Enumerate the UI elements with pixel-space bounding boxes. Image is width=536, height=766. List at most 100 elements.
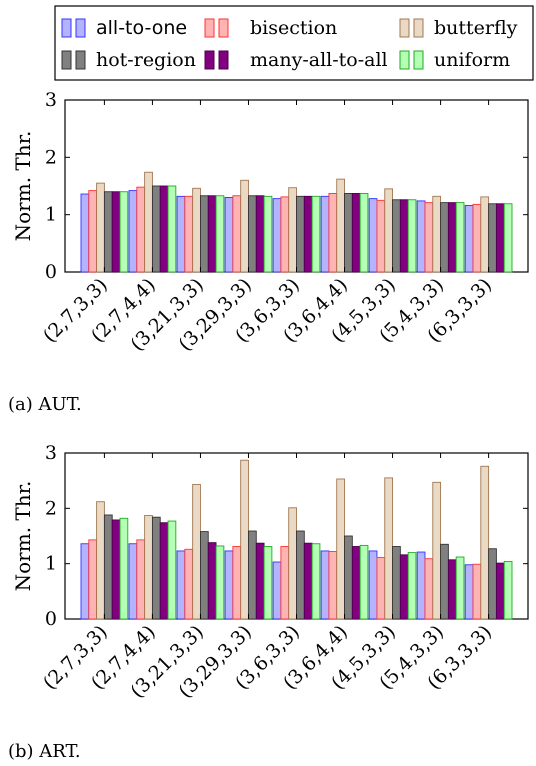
bar-all-to-one-(3,29,3,3) (224, 197, 234, 273)
legend-swatch (75, 18, 86, 38)
y-tick-label: 1 (45, 553, 57, 575)
bar-many-all-to-all-(6,3,3,3) (495, 203, 505, 273)
bar-hot-region-(3,6,3,3) (296, 195, 305, 273)
legend-swatch (399, 50, 410, 70)
bar-all-to-one-(2,7,3,3) (80, 193, 90, 273)
bar-bisection-(2,7,3,3) (88, 190, 98, 273)
bar-butterfly-(2,7,4,4) (144, 171, 153, 273)
bar-all-to-one-(3,6,3,3) (272, 561, 282, 620)
legend-swatch (61, 18, 72, 38)
bar-uniform-(5,4,3,3) (455, 202, 465, 273)
bar-uniform-(3,29,3,3) (263, 546, 273, 620)
legend-entry-butterfly: butterfly (399, 17, 518, 39)
bar-bisection-(3,6,3,3) (280, 546, 290, 620)
bar-uniform-(3,21,3,3) (215, 195, 225, 273)
legend-swatch (218, 50, 229, 70)
legend-swatch (413, 50, 424, 70)
figure-caption: (b) ART. (8, 741, 81, 762)
bar-uniform-(4,5,3,3) (407, 552, 417, 620)
bar-bisection-(3,21,3,3) (184, 195, 194, 273)
bar-many-all-to-all-(3,6,3,3) (303, 542, 313, 620)
bar-butterfly-(5,4,3,3) (432, 195, 442, 273)
bar-uniform-(2,7,4,4) (167, 185, 177, 273)
bar-butterfly-(2,7,4,4) (144, 515, 153, 620)
legend-label: bisection (250, 17, 337, 39)
bar-all-to-one-(2,7,4,4) (128, 190, 138, 273)
legend-label: all-to-one (96, 17, 187, 39)
bar-hot-region-(3,21,3,3) (199, 531, 209, 620)
bar-butterfly-(3,29,3,3) (240, 459, 249, 620)
bar-bisection-(2,7,4,4) (136, 186, 146, 273)
bar-all-to-one-(4,5,3,3) (368, 550, 378, 620)
bar-all-to-one-(3,29,3,3) (224, 550, 234, 620)
bar-many-all-to-all-(3,29,3,3) (255, 195, 265, 273)
bar-butterfly-(3,6,3,3) (288, 507, 297, 620)
legend-entry-many-all-to-all: many-all-to-all (204, 49, 388, 71)
bar-many-all-to-all-(3,6,4,4) (351, 193, 361, 273)
bar-uniform-(3,6,3,3) (311, 543, 321, 620)
bar-uniform-(3,6,4,4) (359, 193, 369, 273)
bar-many-all-to-all-(2,7,3,3) (111, 519, 121, 620)
bar-bisection-(3,21,3,3) (184, 548, 194, 620)
bar-uniform-(3,6,4,4) (359, 544, 369, 620)
bar-many-all-to-all-(4,5,3,3) (399, 199, 409, 273)
bar-many-all-to-all-(4,5,3,3) (399, 554, 409, 620)
figure-caption: (a) AUT. (8, 394, 82, 415)
bar-bisection-(3,6,3,3) (280, 196, 290, 273)
bar-butterfly-(3,6,3,3) (288, 187, 297, 273)
bar-hot-region-(6,3,3,3) (488, 203, 497, 273)
bar-butterfly-(3,29,3,3) (240, 179, 249, 273)
legend-frame (54, 5, 534, 81)
bar-all-to-one-(2,7,3,3) (80, 543, 90, 620)
legend-swatch (75, 50, 86, 70)
bar-bisection-(3,29,3,3) (232, 195, 242, 273)
bar-uniform-(3,21,3,3) (215, 545, 225, 620)
y-tick-label: 1 (45, 204, 57, 226)
y-axis-label: Norm. Thr. (11, 481, 35, 592)
legend-swatch (204, 18, 215, 38)
y-tick-label: 3 (45, 89, 57, 111)
bar-many-all-to-all-(5,4,3,3) (447, 559, 457, 620)
bar-many-all-to-all-(3,21,3,3) (207, 195, 217, 273)
bar-all-to-one-(3,6,4,4) (320, 550, 330, 620)
bar-bisection-(3,6,4,4) (328, 551, 338, 620)
bar-butterfly-(6,3,3,3) (480, 196, 490, 273)
bar-all-to-one-(2,7,4,4) (128, 543, 138, 620)
bar-butterfly-(3,21,3,3) (192, 484, 201, 620)
legend-entry-bisection: bisection (204, 17, 337, 39)
legend-swatch (413, 18, 424, 38)
bar-all-to-one-(6,3,3,3) (464, 564, 474, 620)
bar-hot-region-(2,7,4,4) (151, 185, 161, 273)
bar-uniform-(4,5,3,3) (407, 199, 417, 273)
y-tick-label: 3 (45, 442, 57, 464)
bar-all-to-one-(6,3,3,3) (464, 205, 474, 273)
bar-butterfly-(5,4,3,3) (432, 481, 442, 620)
bar-many-all-to-all-(5,4,3,3) (447, 202, 457, 273)
legend-swatch (61, 50, 72, 70)
bar-hot-region-(6,3,3,3) (488, 548, 497, 620)
bar-hot-region-(3,21,3,3) (199, 195, 209, 273)
bar-many-all-to-all-(2,7,3,3) (111, 191, 121, 273)
bar-bisection-(4,5,3,3) (376, 199, 386, 273)
legend-label: butterfly (434, 17, 518, 39)
y-tick-label: 0 (45, 261, 57, 283)
legend-label: uniform (434, 49, 510, 71)
bar-uniform-(2,7,3,3) (119, 517, 129, 620)
bar-all-to-one-(3,6,3,3) (272, 198, 282, 273)
y-tick-label: 2 (45, 146, 57, 168)
legend-label: hot-region (96, 49, 196, 71)
bar-bisection-(6,3,3,3) (472, 203, 482, 273)
bar-bisection-(2,7,3,3) (88, 539, 98, 620)
bar-bisection-(6,3,3,3) (472, 563, 482, 620)
legend-swatch (204, 50, 215, 70)
bar-bisection-(3,6,4,4) (328, 193, 338, 273)
bar-butterfly-(6,3,3,3) (480, 465, 490, 620)
bar-butterfly-(4,5,3,3) (384, 188, 394, 273)
legend-entry-uniform: uniform (399, 49, 510, 71)
legend-entry-hot-region: hot-region (61, 49, 196, 71)
y-tick-label: 0 (45, 608, 57, 630)
bar-many-all-to-all-(2,7,4,4) (159, 522, 169, 620)
bar-hot-region-(4,5,3,3) (392, 546, 401, 620)
